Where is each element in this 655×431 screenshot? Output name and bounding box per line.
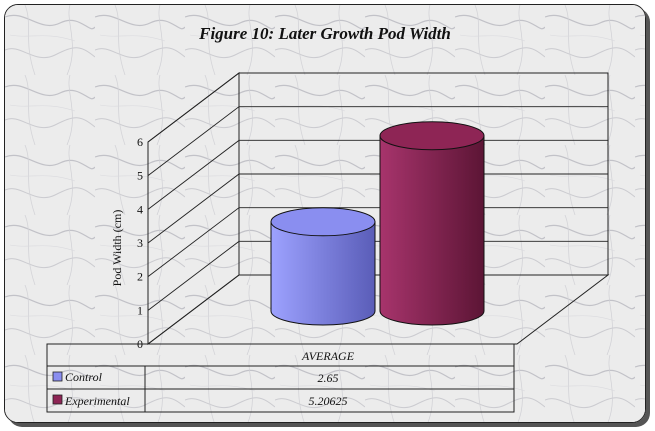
gridline [147, 139, 608, 210]
y-tick-label: 5 [137, 169, 143, 183]
y-tick-label: 2 [137, 270, 143, 284]
category-label-average: AVERAGE [301, 349, 355, 363]
bar-experimental [379, 121, 485, 326]
legend-swatch-control [52, 371, 63, 382]
chart-title: Figure 10: Later Growth Pod Width [198, 24, 451, 43]
data-label-control: 2.65 [318, 371, 339, 385]
data-table: AVERAGE Control 2.65 Experimental 5.2062… [46, 343, 515, 413]
gridlines [147, 72, 608, 311]
data-table-border [46, 343, 515, 413]
y-tick-label: 4 [137, 202, 143, 216]
y-axis-label: Pod Width (cm) [110, 210, 124, 287]
gridline [147, 207, 608, 278]
legend-label-experimental: Experimental [64, 394, 130, 408]
bar-top [270, 207, 376, 237]
y-tick-label: 6 [137, 135, 143, 149]
bar-top [379, 121, 485, 151]
bars [270, 121, 485, 326]
gridline [147, 173, 608, 244]
gridline [147, 72, 608, 143]
legend-swatch-experimental [52, 394, 63, 405]
legend-label-control: Control [65, 370, 103, 384]
gridline [147, 240, 608, 311]
data-label-experimental: 5.20625 [309, 394, 348, 408]
chart-canvas: Figure 10: Later Growth Pod Width 012345… [5, 5, 645, 422]
bar-body [379, 135, 485, 326]
y-tick-label: 1 [137, 303, 143, 317]
bar-body [270, 221, 376, 326]
y-tick-label: 3 [137, 236, 143, 250]
gridline [147, 106, 608, 177]
bar-control [270, 207, 376, 326]
